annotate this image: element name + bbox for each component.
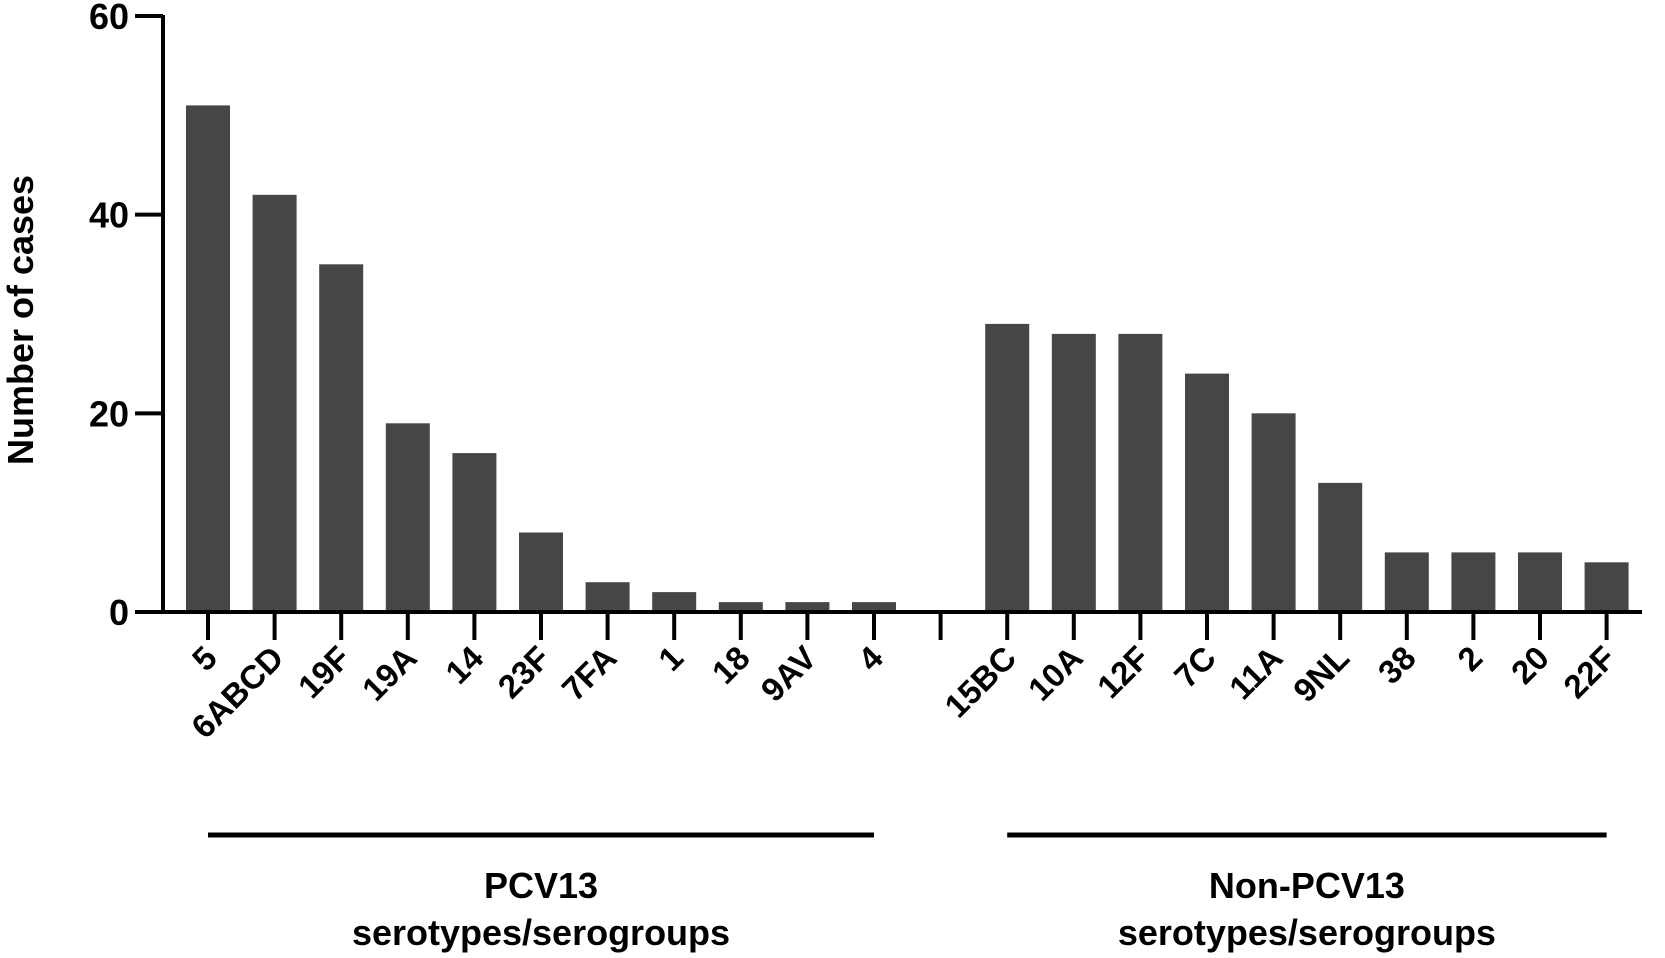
y-tick-label-40: 40 — [89, 195, 129, 236]
bar-20 — [1518, 552, 1562, 612]
x-tick-label-19A: 19A — [355, 639, 424, 708]
bar-12F — [1118, 333, 1163, 612]
bar-6ABCD — [252, 194, 297, 613]
x-tick-label-7C: 7C — [1167, 639, 1223, 695]
bar-9NL — [1318, 482, 1363, 612]
bar-15BC — [985, 323, 1030, 612]
bar-11A — [1251, 413, 1296, 612]
x-tick-label-9NL: 9NL — [1286, 639, 1356, 709]
x-tick-label-38: 38 — [1371, 639, 1423, 691]
x-tick-label-15BC: 15BC — [937, 639, 1023, 725]
x-tick-label-14: 14 — [438, 638, 491, 691]
bar-4 — [852, 602, 896, 612]
y-axis-label: Number of cases — [0, 175, 41, 465]
x-tick-label-10A: 10A — [1021, 639, 1090, 708]
bar-18 — [718, 602, 763, 612]
group-label-line1-0: PCV13 — [484, 865, 598, 906]
y-tick-label-20: 20 — [89, 393, 129, 434]
bar-19A — [385, 423, 430, 612]
bar-2 — [1451, 552, 1496, 612]
x-tick-label-11A: 11A — [1222, 639, 1290, 707]
y-tick-label-60: 60 — [89, 0, 129, 37]
bar-7FA — [585, 582, 630, 612]
x-tick-label-19F: 19F — [291, 639, 357, 705]
bar-10A — [1051, 333, 1096, 612]
bar-9AV — [785, 602, 830, 612]
bar-19F — [319, 264, 364, 612]
x-tick-label-7FA: 7FA — [555, 639, 624, 708]
bar-23F — [519, 532, 563, 612]
bar-14 — [452, 453, 497, 612]
x-tick-label-2: 2 — [1450, 639, 1489, 678]
bar-7C — [1185, 373, 1229, 612]
group-label-line1-1: Non-PCV13 — [1209, 865, 1405, 906]
bar-5 — [186, 105, 230, 613]
x-tick-label-9AV: 9AV — [754, 639, 824, 709]
x-tick-label-20: 20 — [1504, 639, 1556, 691]
bar-1 — [652, 592, 697, 612]
x-tick-label-23F: 23F — [491, 639, 557, 705]
y-tick-label-0: 0 — [109, 592, 129, 633]
x-tick-label-4: 4 — [851, 638, 891, 678]
bar-22F — [1584, 562, 1629, 612]
x-tick-label-22F: 22F — [1556, 639, 1622, 705]
x-tick-label-18: 18 — [705, 639, 757, 691]
bar-38 — [1384, 552, 1429, 612]
x-tick-label-1: 1 — [651, 639, 690, 678]
x-tick-label-5: 5 — [185, 639, 224, 678]
x-tick-label-12F: 12F — [1090, 639, 1156, 705]
group-label-line2-1: serotypes/serogroups — [1118, 912, 1496, 953]
group-label-line2-0: serotypes/serogroups — [352, 912, 730, 953]
